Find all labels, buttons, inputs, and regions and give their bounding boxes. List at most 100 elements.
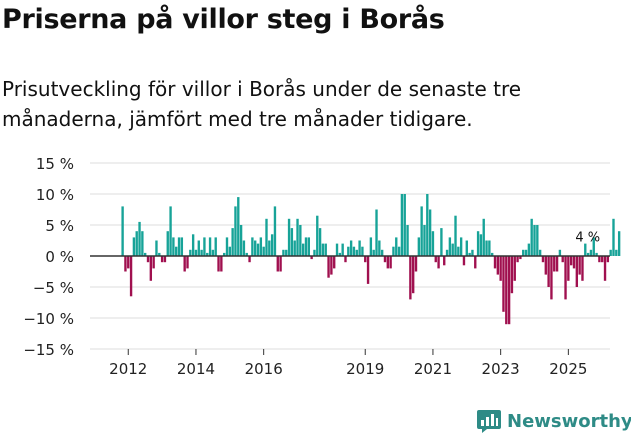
bar xyxy=(431,231,435,256)
y-tick-label: 0 % xyxy=(45,248,74,266)
bar xyxy=(197,240,200,256)
bar xyxy=(217,256,220,272)
bar xyxy=(524,249,528,256)
bar xyxy=(324,243,327,256)
bar xyxy=(146,256,150,263)
bar xyxy=(561,256,564,263)
bar xyxy=(502,256,505,312)
bar xyxy=(169,206,172,256)
bar xyxy=(507,256,511,325)
bar xyxy=(479,234,483,256)
bar xyxy=(595,252,598,256)
bar xyxy=(592,237,595,256)
bar xyxy=(158,252,161,256)
bar xyxy=(454,215,457,256)
bar xyxy=(152,256,155,269)
x-tick-label: 2012 xyxy=(109,360,147,378)
bar xyxy=(287,218,291,256)
bar xyxy=(578,256,581,275)
bar xyxy=(214,237,217,256)
bar xyxy=(530,218,533,256)
bar xyxy=(149,256,153,281)
bar xyxy=(541,256,545,263)
bar xyxy=(316,215,319,256)
x-tick-label: 2016 xyxy=(245,360,283,378)
bar xyxy=(135,231,138,256)
bar xyxy=(279,256,282,272)
bar xyxy=(400,194,404,256)
bar xyxy=(601,256,604,263)
bar xyxy=(155,240,158,256)
x-tick-label: 2014 xyxy=(177,360,215,378)
bar xyxy=(606,256,610,263)
bar xyxy=(358,240,361,256)
bar xyxy=(584,243,587,256)
bar xyxy=(598,256,601,263)
bar xyxy=(285,249,288,256)
brand-name: Newsworthy xyxy=(507,410,631,432)
bar xyxy=(386,256,389,269)
bar xyxy=(338,252,342,256)
bar xyxy=(248,256,251,263)
bar xyxy=(270,234,274,256)
bar xyxy=(516,256,519,263)
bar xyxy=(589,249,593,256)
bar xyxy=(451,243,454,256)
bar xyxy=(383,256,387,263)
bar xyxy=(448,237,452,256)
bar xyxy=(191,234,195,256)
bar xyxy=(397,246,401,256)
bar xyxy=(380,249,384,256)
bar xyxy=(412,256,415,294)
bar xyxy=(550,256,553,300)
bar xyxy=(256,243,260,256)
bar xyxy=(189,249,192,256)
bar xyxy=(612,218,615,256)
y-tick-label: 15 % xyxy=(36,155,74,173)
bar xyxy=(465,240,468,256)
bar xyxy=(206,252,209,256)
y-tick-label: 10 % xyxy=(36,186,74,204)
bar xyxy=(361,246,364,256)
y-tick-label: −5 % xyxy=(33,279,74,297)
bar xyxy=(144,252,147,256)
bar xyxy=(245,252,248,256)
chart-subtitle: Prisutveckling för villor i Borås under … xyxy=(2,77,522,131)
bar xyxy=(437,256,440,269)
bar xyxy=(211,249,215,256)
chart-title: Priserna på villor steg i Borås xyxy=(2,4,445,35)
x-tick-label: 2021 xyxy=(414,360,452,378)
bar xyxy=(527,243,531,256)
bar xyxy=(389,256,392,269)
bar xyxy=(440,228,443,256)
bar xyxy=(175,246,178,256)
bar xyxy=(572,256,576,269)
bar xyxy=(575,256,579,287)
bar xyxy=(293,240,296,256)
bar xyxy=(420,206,423,256)
bar xyxy=(222,252,226,256)
bar xyxy=(132,237,136,256)
bar xyxy=(570,256,573,266)
bar xyxy=(395,237,398,256)
bar xyxy=(203,237,206,256)
bar xyxy=(609,249,612,256)
bar xyxy=(234,206,237,256)
bar xyxy=(434,256,437,263)
bar xyxy=(259,237,263,256)
bar xyxy=(375,209,378,256)
bar xyxy=(310,256,313,260)
bar xyxy=(220,256,223,272)
bar xyxy=(406,225,409,256)
bar xyxy=(208,237,212,256)
bar xyxy=(581,256,584,281)
bar xyxy=(510,256,514,294)
bar xyxy=(366,256,370,284)
bar xyxy=(141,231,144,256)
bar xyxy=(471,249,474,256)
bar xyxy=(493,256,497,269)
bar xyxy=(349,240,353,256)
bar xyxy=(496,256,500,275)
bar xyxy=(313,249,316,256)
